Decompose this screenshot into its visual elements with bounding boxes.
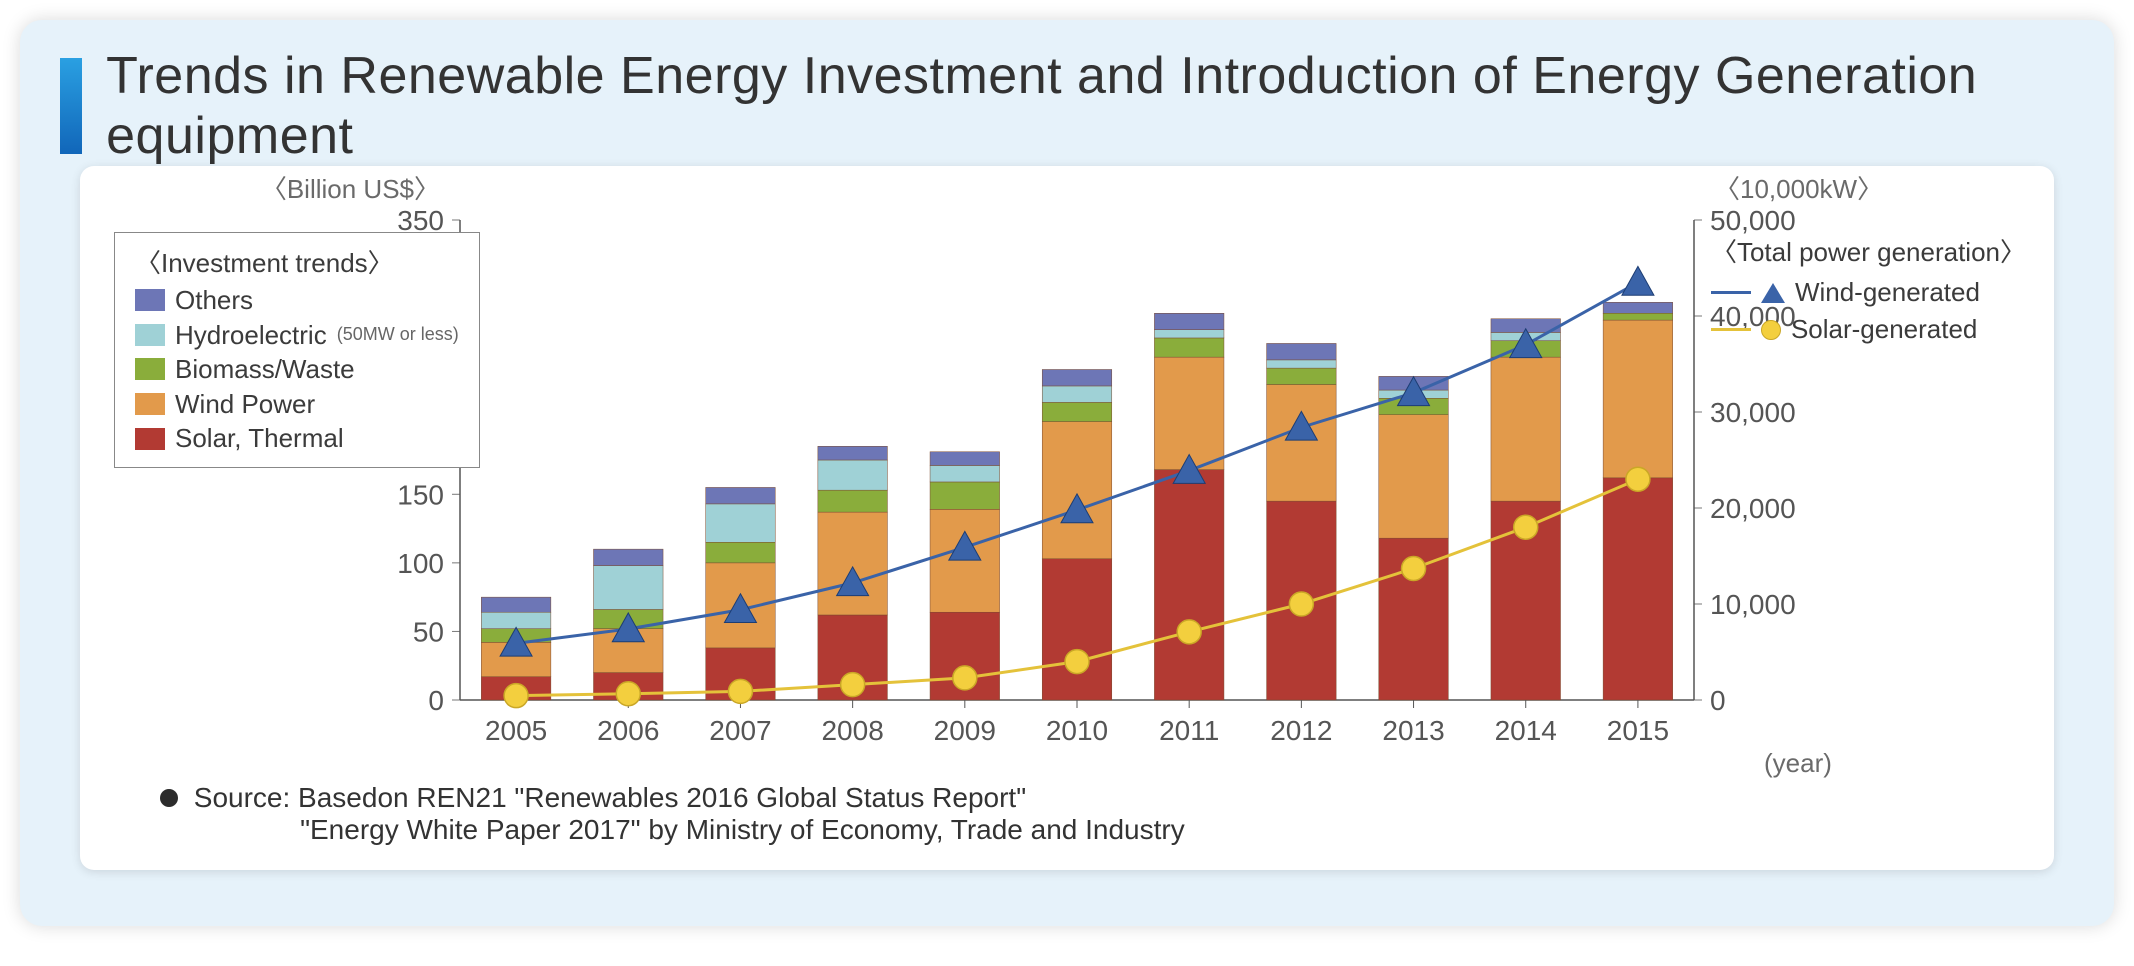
legend-label-hydro-suffix: (50MW or less): [337, 325, 459, 345]
svg-text:〈Billion US$〉: 〈Billion US$〉: [261, 174, 440, 204]
legend-item-wind: Wind Power: [135, 390, 459, 419]
card: Trends in Renewable Energy Investment an…: [20, 20, 2114, 926]
swatch-solar: [135, 428, 165, 450]
legend-label-solar: Solar, Thermal: [175, 424, 344, 453]
swatch-others: [135, 289, 165, 311]
triangle-marker-icon: [1761, 283, 1785, 303]
title-accent-bar: [60, 58, 82, 154]
legend-generation-header: 〈Total power generation〉: [1711, 232, 2026, 269]
svg-text:2007: 2007: [709, 715, 771, 746]
source-line-2: "Energy White Paper 2017" by Ministry of…: [300, 814, 1185, 845]
line-sample-solar-icon: [1711, 328, 1751, 331]
page-title: Trends in Renewable Energy Investment an…: [106, 46, 2074, 166]
source-footnote: Source: Basedon REN21 "Renewables 2016 G…: [160, 782, 1185, 846]
circle-marker-icon: [1761, 320, 1781, 340]
svg-text:2012: 2012: [1270, 715, 1332, 746]
legend-label-solar-gen: Solar-generated: [1791, 314, 1977, 345]
legend-generation: 〈Total power generation〉 Wind-generated …: [1711, 232, 2026, 345]
svg-text:10,000: 10,000: [1710, 589, 1796, 620]
svg-text:2011: 2011: [1159, 715, 1219, 746]
svg-text:0: 0: [1710, 685, 1726, 716]
legend-item-solar-gen: Solar-generated: [1711, 314, 2026, 345]
legend-label-others: Others: [175, 286, 253, 315]
swatch-hydroelectric: [135, 324, 165, 346]
svg-text:2009: 2009: [934, 715, 996, 746]
legend-investment: 〈Investment trends〉 Others Hydroelectric…: [114, 232, 480, 468]
svg-text:〈10,000kW〉: 〈10,000kW〉: [1714, 174, 1883, 204]
svg-text:100: 100: [397, 548, 444, 579]
svg-text:2005: 2005: [485, 715, 547, 746]
svg-text:2006: 2006: [597, 715, 659, 746]
legend-item-hydroelectric: Hydroelectric (50MW or less): [135, 321, 459, 350]
svg-text:2010: 2010: [1046, 715, 1108, 746]
legend-label-wind-gen: Wind-generated: [1795, 277, 1980, 308]
legend-label-biomass: Biomass/Waste: [175, 355, 355, 384]
swatch-wind: [135, 393, 165, 415]
svg-text:2013: 2013: [1382, 715, 1444, 746]
svg-text:150: 150: [397, 479, 444, 510]
legend-item-solar: Solar, Thermal: [135, 424, 459, 453]
legend-label-wind: Wind Power: [175, 390, 315, 419]
svg-text:30,000: 30,000: [1710, 397, 1796, 428]
svg-text:20,000: 20,000: [1710, 493, 1796, 524]
svg-text:2008: 2008: [821, 715, 883, 746]
svg-text:2014: 2014: [1495, 715, 1557, 746]
legend-label-hydroelectric: Hydroelectric: [175, 321, 327, 350]
chart-panel: 〈Billion US$〉 〈10,000kW〉 (year) 0 50 100 150 20…: [80, 166, 2054, 870]
legend-item-biomass: Biomass/Waste: [135, 355, 459, 384]
legend-item-wind-gen: Wind-generated: [1711, 277, 2026, 308]
legend-investment-header: 〈Investment trends〉: [135, 243, 459, 280]
svg-text:0: 0: [428, 685, 444, 716]
source-line-1: Source: Basedon REN21 "Renewables 2016 G…: [194, 782, 1026, 813]
title-row: Trends in Renewable Energy Investment an…: [60, 46, 2074, 166]
swatch-biomass: [135, 358, 165, 380]
svg-text:50: 50: [413, 616, 444, 647]
svg-text:(year): (year): [1764, 748, 1832, 778]
legend-item-others: Others: [135, 286, 459, 315]
bullet-icon: [160, 789, 178, 807]
line-sample-wind-icon: [1711, 291, 1751, 294]
svg-text:2015: 2015: [1607, 715, 1669, 746]
